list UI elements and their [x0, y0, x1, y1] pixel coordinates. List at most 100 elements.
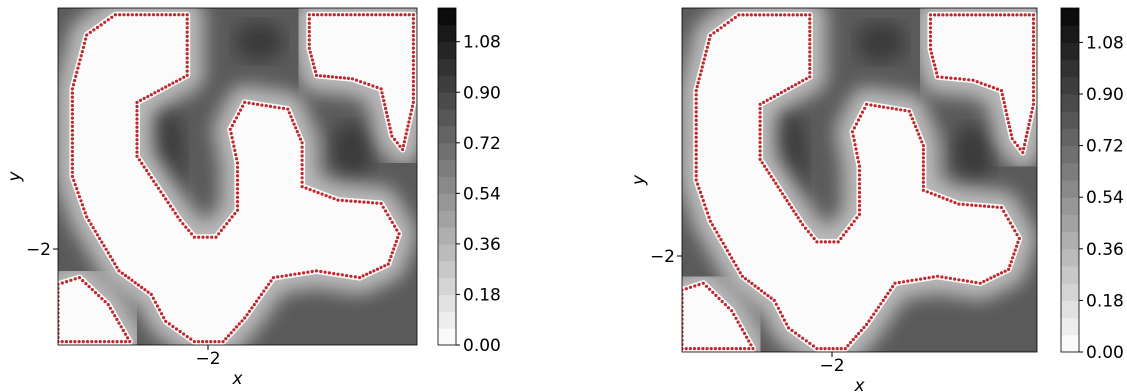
boundary-point [178, 77, 182, 81]
boundary-point [1027, 122, 1031, 126]
boundary-point [756, 286, 760, 290]
boundary-point [185, 43, 189, 47]
boundary-point [217, 340, 221, 344]
boundary-point [697, 347, 701, 351]
boundary-point [70, 108, 74, 112]
boundary-point [64, 340, 68, 344]
boundary-point [909, 113, 913, 117]
boundary-point [1009, 260, 1013, 264]
boundary-point [167, 322, 171, 326]
boundary-point [1031, 17, 1036, 21]
boundary-point [137, 158, 141, 162]
boundary-point [87, 285, 91, 289]
boundary-point [381, 205, 385, 209]
boundary-point [300, 176, 304, 180]
boundary-point [734, 316, 738, 320]
boundary-point [232, 144, 236, 148]
boundary-point [361, 274, 365, 278]
boundary-point [70, 124, 74, 128]
boundary-point [931, 275, 935, 279]
boundary-point [999, 271, 1004, 275]
boundary-point [149, 292, 153, 296]
boundary-point [888, 288, 892, 292]
boundary-point [370, 13, 374, 17]
boundary-point [410, 104, 415, 108]
boundary-point [758, 123, 762, 128]
boundary-point [298, 137, 303, 141]
boundary-point [749, 13, 753, 17]
boundary-point [785, 199, 789, 203]
boundary-point [949, 13, 953, 17]
boundary-point [310, 269, 314, 274]
colorbar-level [1061, 8, 1079, 26]
boundary-point [1031, 51, 1036, 55]
boundary-point [819, 347, 823, 351]
boundary-point [694, 165, 698, 169]
boundary-point [70, 170, 74, 174]
boundary-point [857, 186, 862, 190]
boundary-point [281, 106, 286, 110]
colorbar-tick-label: 0.54 [1086, 188, 1124, 208]
boundary-point [778, 310, 783, 314]
boundary-point [929, 191, 933, 195]
boundary-point [953, 277, 957, 281]
boundary-point [808, 75, 812, 79]
boundary-point [185, 13, 189, 17]
boundary-point [705, 45, 710, 49]
boundary-point [831, 347, 835, 351]
boundary-point [919, 277, 923, 281]
boundary-point [164, 85, 168, 89]
boundary-point [974, 13, 978, 17]
boundary-point [694, 135, 698, 139]
boundary-point [205, 235, 209, 239]
boundary-point [721, 241, 725, 245]
boundary-point [941, 13, 945, 17]
boundary-point [1006, 117, 1010, 121]
boundary-point [1031, 102, 1036, 106]
boundary-point [304, 186, 308, 190]
boundary-point [732, 312, 736, 317]
colorbar-tick-label: 0.72 [1086, 137, 1124, 157]
boundary-point [388, 217, 392, 221]
boundary-point [133, 281, 137, 285]
boundary-point [273, 105, 277, 109]
boundary-point [1007, 121, 1011, 125]
colorbar-level [438, 227, 456, 245]
boundary-point [772, 298, 776, 302]
boundary-point [694, 131, 698, 135]
boundary-point [808, 29, 812, 33]
boundary-point [740, 274, 745, 278]
boundary-point [174, 327, 179, 331]
boundary-point [808, 46, 812, 50]
boundary-point [700, 194, 704, 199]
boundary-point [1031, 26, 1036, 30]
boundary-point [411, 88, 415, 92]
boundary-point [70, 158, 74, 162]
boundary-point [854, 334, 858, 339]
boundary-point [857, 182, 862, 186]
boundary-point [699, 69, 703, 73]
plot-frame [681, 7, 1038, 353]
boundary-point [723, 245, 727, 249]
boundary-point [798, 219, 803, 223]
boundary-point [808, 42, 812, 46]
boundary-point [162, 316, 166, 320]
boundary-point [925, 190, 929, 194]
boundary-point [751, 347, 755, 351]
boundary-point [710, 223, 715, 227]
boundary-point [758, 153, 762, 157]
boundary-point [176, 215, 180, 219]
boundary-point [230, 123, 234, 128]
boundary-point [233, 148, 237, 152]
boundary-point [832, 240, 836, 244]
boundary-point [284, 274, 288, 278]
boundary-point [872, 312, 876, 316]
boundary-point [135, 109, 139, 113]
boundary-point [762, 13, 766, 17]
boundary-point [1008, 221, 1013, 225]
boundary-point [135, 133, 139, 138]
boundary-point [1015, 233, 1019, 237]
boundary-point [217, 232, 221, 236]
boundary-point [264, 104, 268, 108]
boundary-point [269, 279, 273, 283]
